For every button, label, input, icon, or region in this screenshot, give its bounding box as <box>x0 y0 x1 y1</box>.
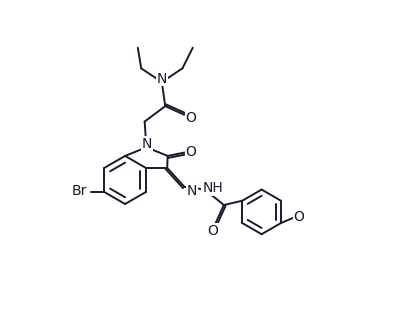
Text: O: O <box>294 210 305 224</box>
Text: NH: NH <box>202 181 223 195</box>
Text: N: N <box>156 72 167 86</box>
Text: Br: Br <box>71 184 87 198</box>
Text: N: N <box>187 184 198 198</box>
Text: O: O <box>207 224 218 238</box>
Text: O: O <box>186 111 196 125</box>
Text: O: O <box>186 145 196 160</box>
Text: N: N <box>142 137 152 151</box>
